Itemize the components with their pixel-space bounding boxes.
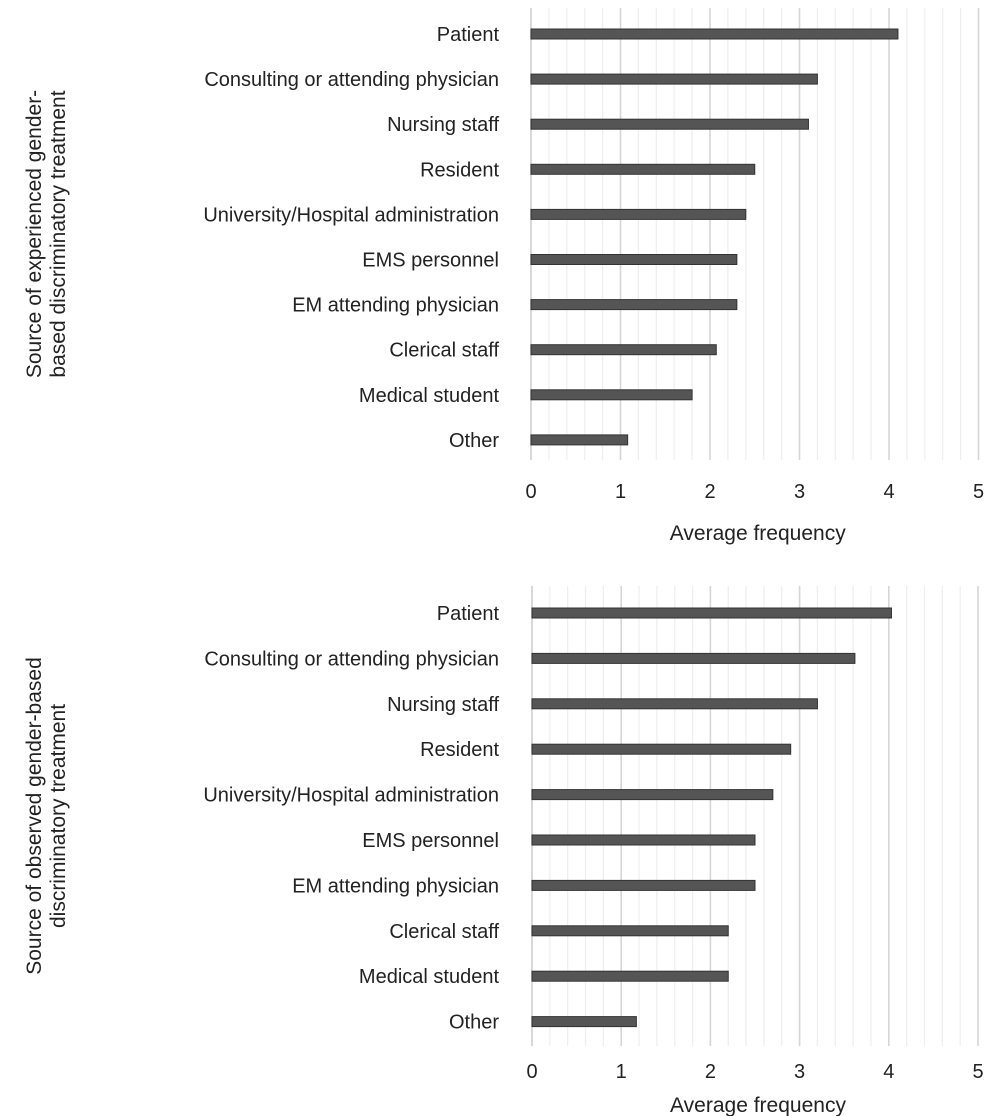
bar <box>531 925 729 937</box>
category-label: Patient <box>437 24 500 46</box>
category-label: Medical student <box>359 966 500 988</box>
x-tick-label: 4 <box>883 481 894 503</box>
bar <box>530 208 747 220</box>
category-label: Nursing staff <box>387 694 499 716</box>
x-tick-label: 1 <box>616 1061 627 1083</box>
bar <box>531 698 818 710</box>
category-label: Clerical staff <box>389 921 499 943</box>
bar <box>531 607 892 619</box>
y-axis-label-line: Source of experienced gender- <box>23 90 46 378</box>
chart-panel-observed: Patient Consulting or attending physician… <box>23 586 984 1116</box>
x-tick-label: 0 <box>525 481 536 503</box>
x-tick-label: 3 <box>794 1061 805 1083</box>
bar <box>530 299 738 311</box>
category-label: University/Hospital administration <box>203 785 499 807</box>
category-label: EM attending physician <box>292 875 499 897</box>
category-label: Resident <box>420 739 499 761</box>
bar <box>531 743 792 755</box>
bar <box>530 73 818 85</box>
chart-panel-experienced: Patient Consulting or attending physician… <box>23 8 984 545</box>
category-label: Other <box>449 1012 499 1034</box>
category-label: EMS personnel <box>362 830 499 852</box>
x-tick-label: 1 <box>615 481 626 503</box>
category-label: Clerical staff <box>389 340 499 362</box>
bar <box>531 970 729 982</box>
bar <box>530 254 738 265</box>
category-label: EMS personnel <box>362 250 499 272</box>
x-axis-label: Average frequency <box>670 1094 846 1116</box>
x-tick-label: 4 <box>883 1061 894 1083</box>
category-label: Nursing staff <box>387 114 499 136</box>
bar <box>531 789 774 801</box>
category-label: Other <box>449 430 499 452</box>
category-label: Consulting or attending physician <box>204 69 499 91</box>
x-tick-label: 2 <box>705 1061 716 1083</box>
category-label: EM attending physician <box>292 295 499 317</box>
category-label: University/Hospital administration <box>203 204 499 226</box>
bar <box>530 344 717 356</box>
x-tick-label: 2 <box>704 481 715 503</box>
bar <box>530 163 756 175</box>
x-axis-label: Average frequency <box>670 522 846 545</box>
y-axis-label: Source of observed gender-baseddiscrimin… <box>23 657 70 975</box>
y-axis-label-line: based discriminatory treatment <box>47 90 70 377</box>
category-label: Medical student <box>359 385 500 407</box>
bar <box>530 389 693 401</box>
y-axis-label-line: Source of observed gender-based <box>23 657 46 975</box>
bar <box>531 834 756 846</box>
x-tick-label: 5 <box>972 1061 983 1083</box>
category-label: Consulting or attending physician <box>204 648 499 670</box>
x-tick-label: 3 <box>794 481 805 503</box>
bar <box>531 652 856 664</box>
bar <box>531 1016 637 1028</box>
x-tick-label: 5 <box>973 481 984 503</box>
y-axis-label-line: discriminatory treatment <box>47 704 70 928</box>
category-label: Resident <box>420 159 499 181</box>
bar <box>530 28 899 40</box>
y-axis-label: Source of experienced gender-based discr… <box>23 90 70 378</box>
category-label: Patient <box>437 603 500 625</box>
bar <box>531 879 756 891</box>
x-tick-label: 0 <box>526 1061 537 1083</box>
bar <box>530 118 809 130</box>
bar <box>530 434 629 446</box>
